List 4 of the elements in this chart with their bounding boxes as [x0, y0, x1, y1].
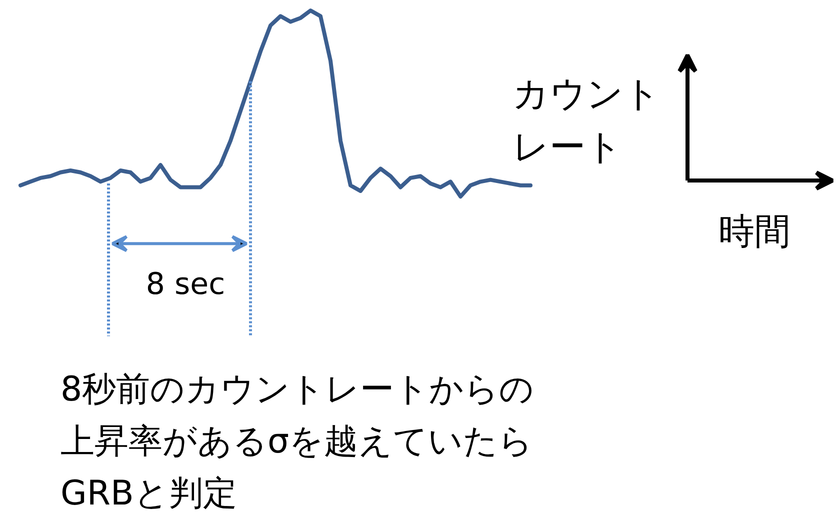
text: 8秒前のカウントレートからの上昇率があるσを越えていたらGRBと判定	[60, 370, 534, 514]
text: 8 sec	[146, 267, 226, 302]
annotation: カウントレート	[512, 74, 660, 168]
text: 時間	[718, 211, 790, 252]
